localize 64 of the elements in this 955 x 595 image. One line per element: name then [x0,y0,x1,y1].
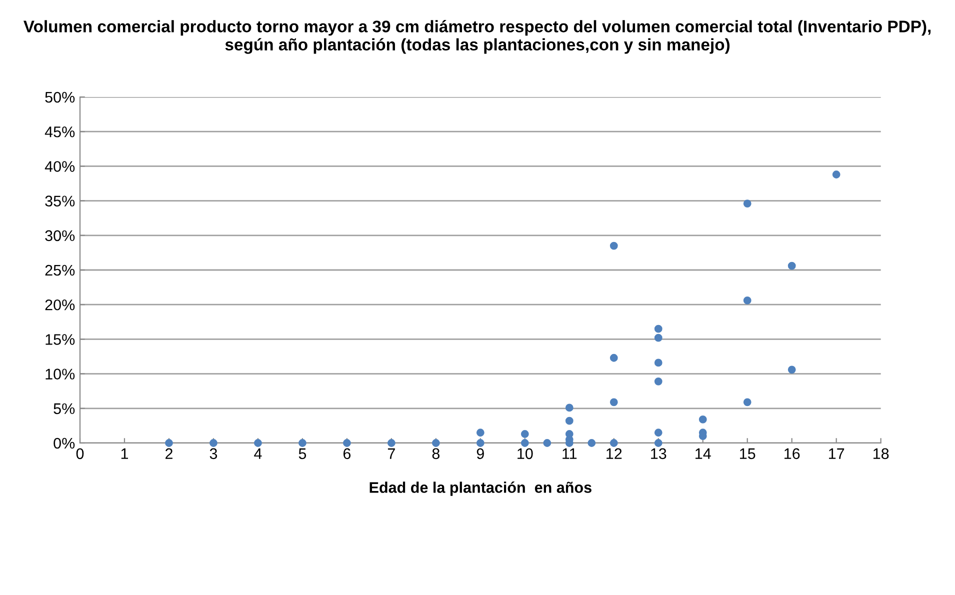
point [788,366,796,374]
point [654,358,662,367]
point [610,439,618,447]
point [788,262,796,270]
y-tick-label: 0% [54,438,75,449]
point [743,296,752,304]
point [165,439,173,447]
point [432,439,440,447]
y-tick-label: 40% [44,161,75,172]
x-tick-label: 5 [298,448,306,460]
point [654,334,662,342]
x-tick-label: 9 [476,448,484,460]
point [610,354,618,362]
x-tick-label: 10 [518,448,533,460]
point [520,430,529,438]
x-tick-label: 6 [343,448,351,460]
x-tick-label: 17 [829,448,844,459]
x-tick-label: 8 [432,448,440,460]
point [743,398,752,406]
y-tick-label: 5% [54,403,75,414]
point [698,416,707,424]
point [254,439,262,447]
point [298,439,306,447]
point [387,439,396,447]
point [565,416,574,425]
point [654,439,662,447]
point [654,324,662,333]
point [610,398,618,406]
y-tick-label: 25% [45,264,75,276]
point [565,404,574,412]
x-tick-label: 3 [210,448,218,460]
point [832,170,840,178]
x-tick-label: 7 [388,448,395,459]
x-tick-label: 1 [121,448,128,459]
point [342,439,351,447]
x-tick-label: 0 [76,448,84,460]
y-tick-label: 50% [45,92,75,103]
x-tick-label: 15 [740,448,756,460]
point [654,428,662,437]
x-tick-label: 12 [606,448,622,459]
y-tick-label: 30% [45,230,75,242]
x-tick-label: 4 [254,448,262,459]
x-axis-title: Edad de la plantación en años [370,482,592,496]
x-tick-label: 2 [166,448,172,459]
point [476,439,484,447]
point [210,439,218,447]
x-tick-label: 13 [651,448,666,460]
point [476,428,484,437]
y-tick-label: 15% [46,334,75,345]
x-tick-label: 11 [562,448,577,459]
y-tick-label: 45% [44,126,75,138]
point [610,242,618,250]
point [743,200,752,208]
x-tick-label: 14 [696,448,711,459]
y-tick-label: 10% [46,368,75,380]
x-tick-label: 18 [873,448,889,460]
point [520,439,529,447]
point [543,439,552,447]
x-tick-label: 16 [784,448,800,460]
point [588,439,596,447]
chart-title: Volumen comercial producto torno mayor a 39 cm diámetro respecto del volumen comercial total (Inventario PDP), según año plantación (todas las plantaciones,con y sin manejo) [24,20,931,54]
point [654,377,662,386]
y-tick-label: 20% [45,299,75,310]
y-tick-label: 35% [45,196,75,206]
